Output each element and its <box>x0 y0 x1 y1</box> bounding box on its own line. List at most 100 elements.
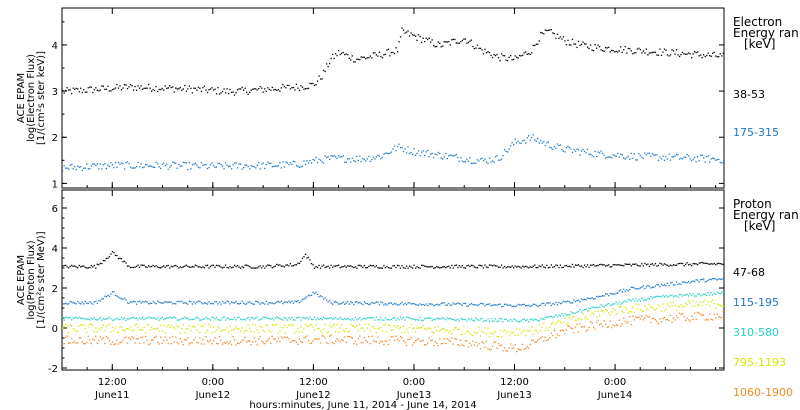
data-point <box>383 153 385 155</box>
data-point <box>96 89 98 91</box>
data-point <box>595 295 598 297</box>
data-point <box>226 266 228 269</box>
legend-title: Energy ran <box>733 26 799 40</box>
data-point <box>568 44 571 46</box>
data-point <box>420 319 423 321</box>
data-point <box>191 92 194 94</box>
data-point <box>701 294 703 296</box>
data-point <box>188 85 191 87</box>
data-point <box>81 91 83 94</box>
data-point <box>126 88 129 90</box>
data-point <box>161 87 163 90</box>
data-point <box>451 304 453 306</box>
data-point <box>509 145 512 147</box>
data-point <box>502 321 504 323</box>
data-point <box>157 90 159 93</box>
data-point <box>383 343 385 346</box>
data-point <box>442 302 444 304</box>
data-point <box>202 164 204 166</box>
data-point <box>440 266 442 269</box>
data-point <box>460 334 462 336</box>
data-point <box>375 54 378 56</box>
data-point <box>402 317 405 319</box>
data-point <box>553 315 556 318</box>
data-point <box>684 281 687 284</box>
data-point <box>66 266 68 268</box>
data-point <box>113 330 115 332</box>
data-point <box>476 318 479 321</box>
data-point <box>267 324 269 327</box>
data-point <box>374 327 376 330</box>
data-point <box>233 316 236 319</box>
data-point <box>152 300 154 303</box>
data-point <box>440 328 442 331</box>
data-point <box>267 161 269 163</box>
data-point <box>69 342 71 344</box>
data-point <box>209 164 212 166</box>
data-point <box>701 154 703 157</box>
data-point <box>175 317 177 319</box>
data-point <box>482 342 485 344</box>
data-point <box>686 53 688 55</box>
data-point <box>470 264 473 267</box>
data-point <box>428 266 430 268</box>
data-point <box>114 294 117 297</box>
data-point <box>288 323 290 326</box>
data-point <box>636 264 638 266</box>
data-point <box>218 301 221 303</box>
data-point <box>574 326 577 328</box>
data-point <box>74 165 76 168</box>
data-point <box>621 310 623 312</box>
data-point <box>224 342 227 344</box>
data-point <box>611 157 613 159</box>
data-point <box>202 318 204 320</box>
data-point <box>196 301 198 303</box>
data-point <box>312 264 314 266</box>
data-point <box>258 319 260 321</box>
data-point <box>460 266 462 268</box>
data-point <box>439 318 441 320</box>
data-point <box>259 265 261 267</box>
data-point <box>66 167 68 169</box>
data-point <box>659 262 661 264</box>
data-point <box>128 162 130 165</box>
data-point <box>392 303 394 306</box>
data-point <box>238 163 240 165</box>
data-point <box>208 267 210 269</box>
data-point <box>374 158 376 160</box>
data-point <box>66 317 68 319</box>
data-point <box>672 301 675 303</box>
data-point <box>697 303 699 306</box>
data-point <box>288 265 290 267</box>
data-point <box>662 264 664 266</box>
data-point <box>279 264 281 266</box>
data-point <box>644 262 646 265</box>
data-point <box>218 93 221 95</box>
data-point <box>316 317 319 319</box>
data-point <box>194 87 197 89</box>
data-point <box>78 316 80 318</box>
data-point <box>359 316 361 319</box>
data-point <box>301 317 304 319</box>
data-point <box>264 342 266 345</box>
data-point <box>577 299 580 301</box>
data-point <box>197 324 200 326</box>
data-point <box>689 53 691 55</box>
data-point <box>241 327 243 329</box>
data-point <box>226 327 228 329</box>
data-point <box>170 343 172 345</box>
data-point <box>87 318 89 321</box>
data-point <box>490 264 492 266</box>
data-point <box>408 265 411 267</box>
data-point <box>252 267 254 269</box>
data-point <box>454 327 456 329</box>
data-point <box>497 57 500 59</box>
data-point <box>215 93 218 95</box>
data-point <box>110 317 112 320</box>
data-point <box>475 266 477 269</box>
data-point <box>479 348 482 350</box>
data-point <box>304 297 307 299</box>
data-point <box>184 331 186 333</box>
data-point <box>102 317 105 320</box>
data-point <box>514 265 516 267</box>
